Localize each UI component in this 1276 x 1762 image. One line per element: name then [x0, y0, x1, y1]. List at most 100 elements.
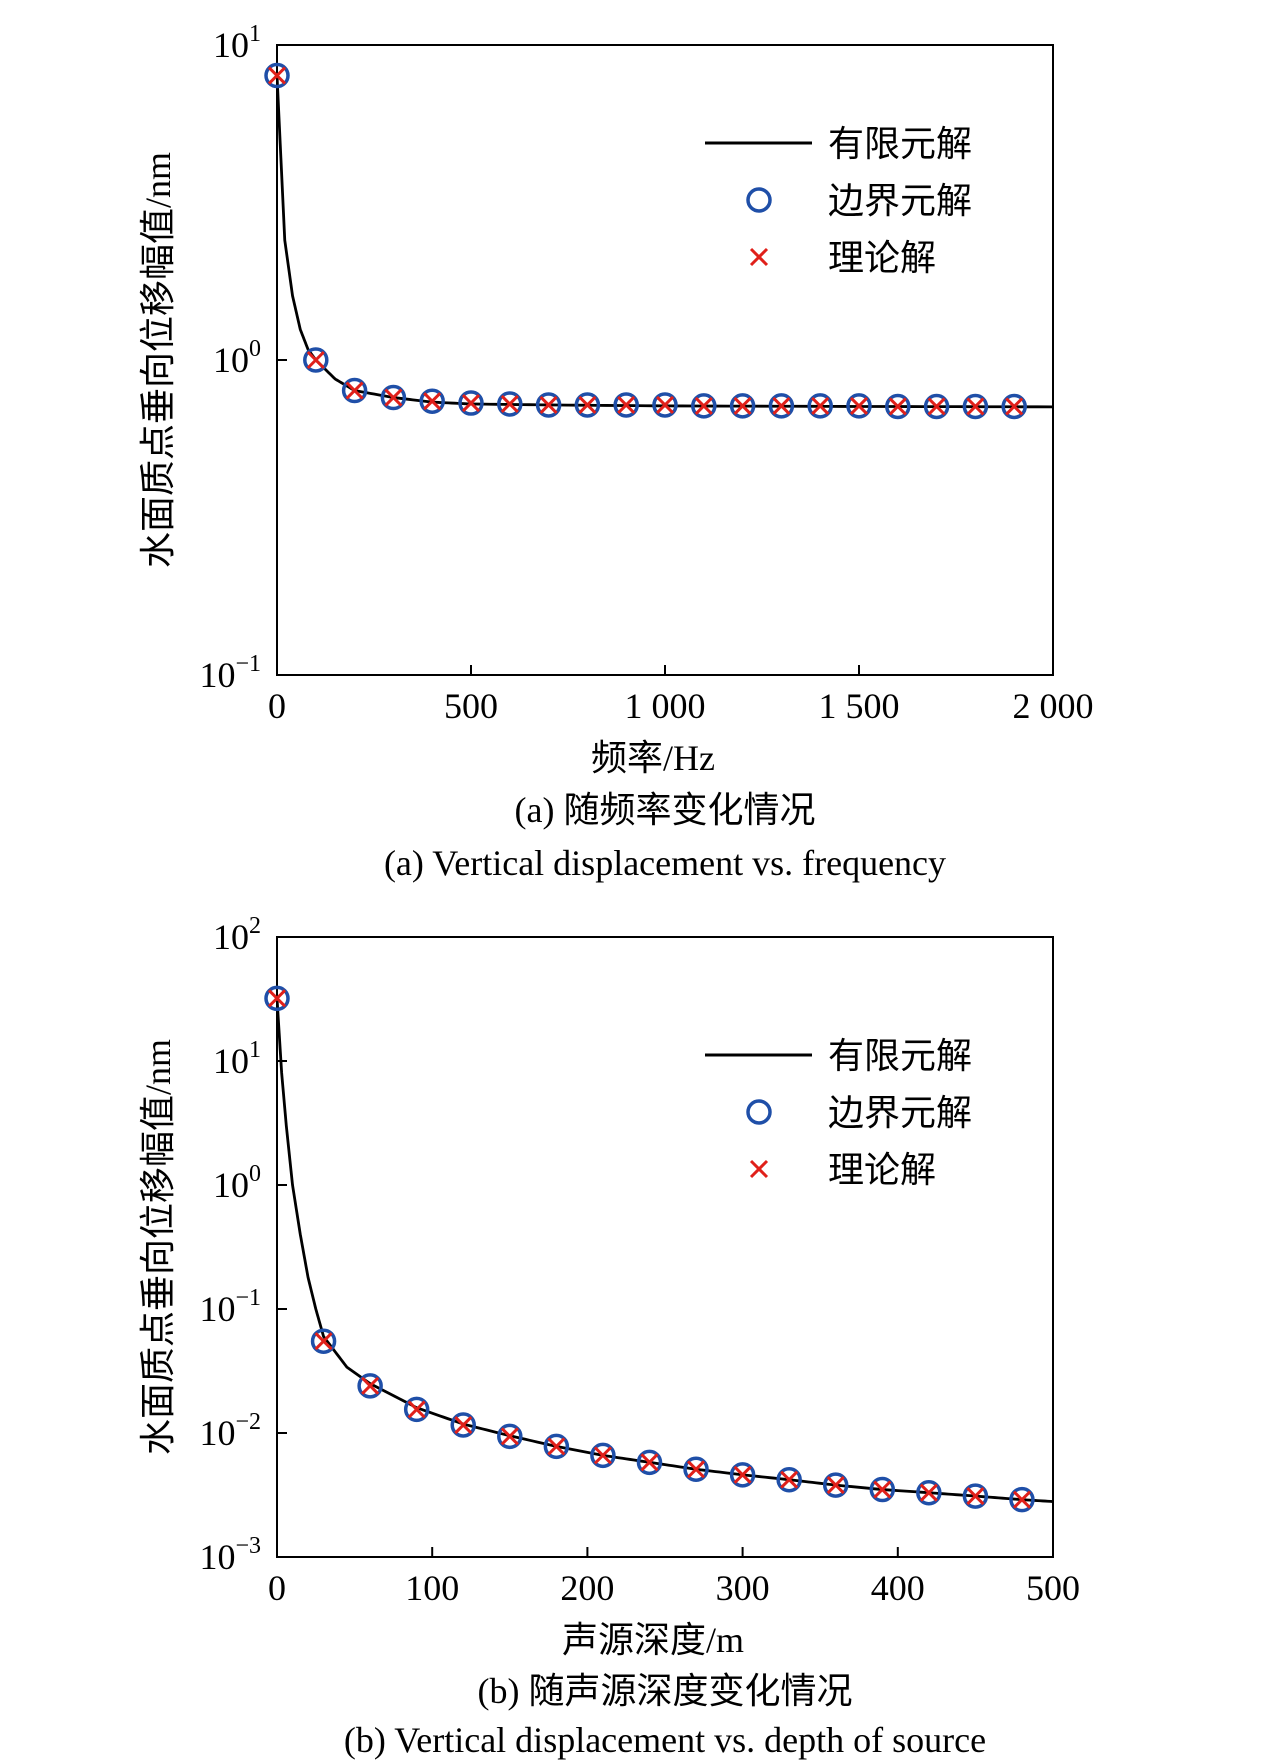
bem-point — [683, 1456, 709, 1483]
bem-point — [450, 1412, 476, 1438]
bem-point — [497, 391, 523, 417]
y-tick-label: 101 — [213, 21, 261, 65]
theory-point — [966, 397, 985, 416]
y-tick-label: 10−3 — [199, 1533, 261, 1577]
theory-point — [1012, 1490, 1032, 1509]
y-axis-label: 水面质点垂向位移幅值/nm — [138, 1039, 178, 1455]
caption-en: (b) Vertical displacement vs. depth of s… — [344, 1720, 986, 1760]
theory-point — [461, 393, 481, 413]
bem-point — [636, 1449, 663, 1476]
bem-point — [691, 393, 717, 419]
x-tick-label: 0 — [268, 1568, 286, 1608]
bem-point — [574, 392, 601, 418]
bem-point — [923, 393, 950, 420]
caption-cn: (a) 随频率变化情况 — [515, 790, 816, 830]
bem-point — [729, 393, 756, 419]
theory-point — [547, 1437, 566, 1456]
bem-point — [776, 1466, 802, 1493]
x-tick-label: 200 — [560, 1568, 614, 1608]
x-tick-label: 0 — [268, 686, 286, 726]
x-tick-label: 300 — [716, 1568, 770, 1608]
theory-point — [423, 392, 442, 411]
bem-point — [310, 1328, 337, 1354]
theory-point — [267, 66, 287, 85]
theory-point — [733, 396, 752, 415]
legend-label: 有限元解 — [828, 124, 972, 164]
theory-point — [694, 396, 713, 415]
theory-point — [919, 1483, 938, 1502]
bem-point — [1009, 1486, 1035, 1513]
bem-point — [264, 985, 290, 1012]
bem-point — [652, 392, 678, 418]
theory-point — [686, 1460, 706, 1479]
bem-point — [869, 1476, 896, 1503]
x-tick-label: 500 — [444, 686, 498, 726]
x-tick-label: 1 500 — [819, 686, 900, 726]
bem-point — [768, 393, 795, 419]
theory-point — [1005, 397, 1024, 416]
legend-cross-icon — [749, 1159, 769, 1179]
caption-en: (a) Vertical displacement vs. frequency — [384, 843, 946, 883]
bem-point — [729, 1462, 756, 1488]
bem-point — [962, 393, 989, 420]
x-tick-label: 400 — [871, 1568, 925, 1608]
y-tick-label: 102 — [213, 913, 261, 957]
theory-point — [539, 395, 558, 415]
bem-point — [846, 393, 872, 419]
y-tick-label: 101 — [213, 1037, 261, 1081]
bem-point — [543, 1433, 570, 1460]
theory-point — [361, 1376, 380, 1395]
theory-point — [927, 397, 946, 416]
theory-point — [617, 395, 636, 415]
bem-point — [380, 384, 407, 411]
theory-point — [345, 381, 364, 400]
theory-point — [500, 1427, 519, 1446]
bem-point — [962, 1483, 989, 1509]
chart-frequency: 0 500 1 000 1 500 2 000 101 100 10−1 频率/Hz 水面质点垂向… — [138, 21, 1094, 883]
theory-point — [593, 1446, 612, 1465]
bem-point — [303, 347, 329, 373]
theory-point — [500, 394, 519, 414]
y-tick-label: 100 — [213, 1161, 261, 1205]
legend-circle-icon — [746, 1099, 772, 1125]
theory-point — [780, 1470, 799, 1489]
bem-point — [822, 1472, 849, 1498]
bem-point — [403, 1396, 430, 1423]
y-axis-label: 水面质点垂向位移幅值/nm — [138, 152, 178, 568]
y-tick-label: 10−1 — [199, 1285, 261, 1329]
theory-point — [306, 350, 325, 370]
bem-point — [535, 392, 562, 418]
legend-label: 理论解 — [828, 238, 936, 278]
x-axis-label: 频率/Hz — [591, 738, 715, 778]
x-axis-label: 声源深度/m — [562, 1620, 744, 1660]
theory-point — [454, 1415, 473, 1435]
plot-frame — [276, 936, 1054, 1558]
bem-point — [497, 1423, 523, 1450]
theory-point — [578, 395, 597, 415]
theory-point — [811, 396, 830, 415]
x-tick-label: 500 — [1026, 1568, 1080, 1608]
legend-label: 理论解 — [828, 1150, 936, 1190]
theory-point — [849, 396, 869, 415]
bem-point — [1001, 393, 1027, 420]
legend-label: 边界元解 — [828, 181, 972, 221]
legend-label: 边界元解 — [828, 1093, 972, 1133]
theory-point — [873, 1480, 892, 1499]
legend-label: 有限元解 — [828, 1036, 972, 1076]
theory-point — [384, 388, 403, 407]
bem-point — [458, 390, 484, 416]
theory-point — [826, 1476, 845, 1495]
bem-point — [357, 1373, 383, 1399]
theory-point — [966, 1487, 985, 1506]
y-tick-label: 100 — [213, 336, 261, 380]
y-tick-label: 10−1 — [199, 651, 261, 695]
x-tick-label: 2 000 — [1013, 686, 1094, 726]
bem-point — [885, 393, 911, 420]
bem-point — [613, 392, 639, 418]
caption-cn: (b) 随声源深度变化情况 — [478, 1671, 853, 1711]
y-tick-label: 10−2 — [199, 1409, 261, 1453]
theory-point — [314, 1332, 333, 1351]
